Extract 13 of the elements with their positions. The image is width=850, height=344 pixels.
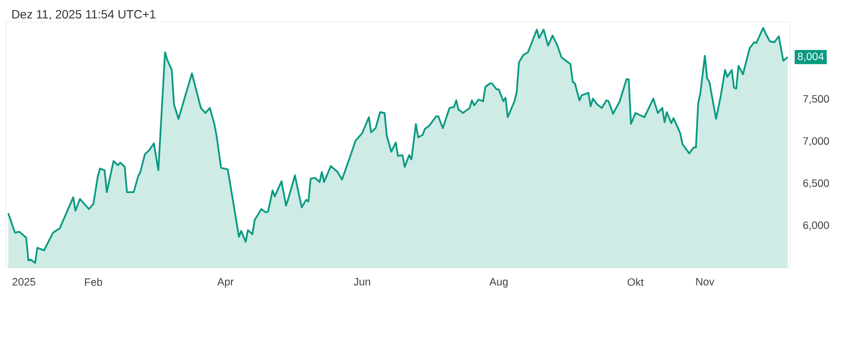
y-tick-label: 7,000: [803, 137, 829, 146]
annotation: 8,004: [798, 52, 824, 62]
x-tick-label: 2025: [12, 278, 36, 286]
x-tick-label: Jun: [354, 278, 370, 286]
x-tick-label: Okt: [628, 278, 644, 286]
y-tick-label: 6,500: [803, 179, 829, 188]
x-tick-label: Nov: [696, 278, 714, 286]
x-tick-label: Apr: [217, 278, 234, 288]
y-tick-label: 7,500: [803, 95, 829, 104]
x-tick-label: Feb: [85, 278, 102, 286]
y-tick-label: 6,000: [803, 221, 829, 230]
chart-title: Dez 11, 2025 11:54 UTC+1: [12, 10, 156, 20]
x-tick-label: Aug: [489, 278, 508, 288]
